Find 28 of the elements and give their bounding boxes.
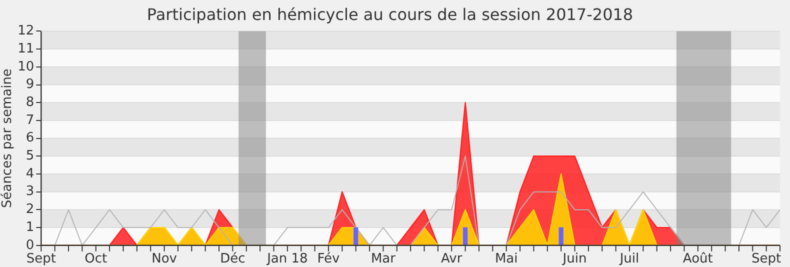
x-tick-label: Oct xyxy=(84,252,108,267)
y-tick-label: 5 xyxy=(26,148,34,164)
y-tick-label: 4 xyxy=(26,166,34,182)
y-tick-label: 7 xyxy=(26,112,34,128)
x-tick-label: Juil xyxy=(618,252,640,267)
x-tick-label: Août xyxy=(682,252,713,267)
x-tick-label: Juin xyxy=(562,252,587,267)
y-tick-label: 9 xyxy=(26,77,34,92)
chart-title: Participation en hémicycle au cours de la session 2017-2018 xyxy=(146,4,634,24)
y-tick-label: 11 xyxy=(18,41,34,56)
x-tick-label: Mai xyxy=(494,252,518,267)
y-tick-label: 10 xyxy=(18,59,34,74)
y-tick-label: 8 xyxy=(26,94,34,110)
y-tick-label: 2 xyxy=(26,202,34,218)
x-tick-label: Fév xyxy=(317,252,340,267)
x-tick-label: Nov xyxy=(152,252,178,267)
x-tick-label: Sept xyxy=(26,252,56,267)
x-tick-label: Sept xyxy=(752,252,782,267)
y-tick-label: 0 xyxy=(26,238,34,253)
y-tick-label: 6 xyxy=(26,130,34,146)
x-tick-label: Déc xyxy=(220,252,246,267)
x-tick-label: Avr xyxy=(441,252,463,267)
x-tick-label: Mar xyxy=(370,252,396,267)
y-tick-label: 12 xyxy=(18,24,34,39)
y-axis-title: Séances par semaine xyxy=(0,68,16,208)
y-tick-label: 1 xyxy=(26,220,34,235)
x-tick-label: Jan 18 xyxy=(266,252,308,267)
y-tick-label: 3 xyxy=(26,184,34,200)
